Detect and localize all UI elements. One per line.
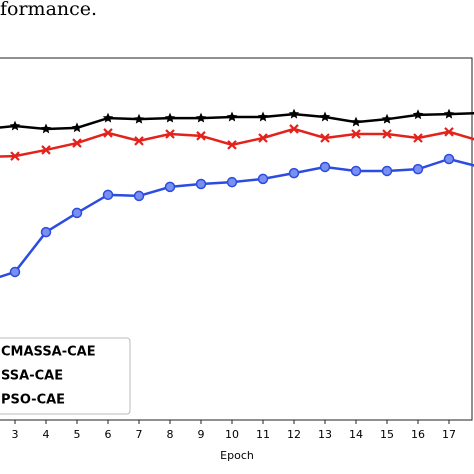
point <box>10 151 20 161</box>
point <box>103 128 113 138</box>
point <box>226 176 238 188</box>
point-stroke <box>134 136 144 146</box>
point <box>288 167 300 179</box>
point <box>195 178 207 190</box>
point <box>41 145 51 155</box>
point <box>40 226 52 238</box>
point-stroke <box>41 145 51 155</box>
point <box>164 181 176 193</box>
point-stroke <box>196 131 206 141</box>
point <box>319 111 331 122</box>
point <box>382 129 392 139</box>
x-tick-label: 10 <box>225 428 239 441</box>
series-line <box>0 157 474 279</box>
point <box>165 129 175 139</box>
x-tick-label: 4 <box>43 428 50 441</box>
x-tick-label: 16 <box>411 428 425 441</box>
point <box>443 153 455 165</box>
point <box>320 133 330 143</box>
point <box>350 165 362 177</box>
point <box>381 165 393 177</box>
point-stroke <box>289 124 299 134</box>
point <box>351 129 361 139</box>
x-tick-label: 5 <box>74 428 81 441</box>
point <box>133 190 145 202</box>
x-tick-label: 9 <box>198 428 205 441</box>
point <box>134 136 144 146</box>
point <box>195 112 207 123</box>
point-stroke <box>351 129 361 139</box>
point <box>412 163 424 175</box>
point <box>72 138 82 148</box>
point <box>102 189 114 201</box>
point <box>258 133 268 143</box>
point <box>289 124 299 134</box>
x-tick-label: 14 <box>349 428 363 441</box>
legend-label: SSA-CAE <box>1 369 63 384</box>
point <box>40 123 52 134</box>
point <box>319 161 331 173</box>
point <box>381 113 393 124</box>
point-stroke <box>227 140 237 150</box>
point <box>196 131 206 141</box>
point <box>257 111 269 122</box>
x-tick-label: 7 <box>136 428 143 441</box>
point-stroke <box>444 127 454 137</box>
x-tick-label: 6 <box>105 428 112 441</box>
point-stroke <box>320 133 330 143</box>
point <box>412 109 424 120</box>
point <box>9 120 21 131</box>
x-tick-label: 3 <box>12 428 19 441</box>
point-stroke <box>165 129 175 139</box>
point <box>413 133 423 143</box>
point <box>288 108 300 119</box>
point <box>443 108 455 119</box>
legend-box <box>0 337 131 415</box>
point <box>257 173 269 185</box>
series-line <box>0 127 474 158</box>
point <box>71 207 83 219</box>
point <box>102 112 114 123</box>
point-stroke <box>10 151 20 161</box>
x-axis-label: Epoch <box>220 449 254 462</box>
x-tick-label: 15 <box>380 428 394 441</box>
x-tick-label: 11 <box>256 428 270 441</box>
point-stroke <box>413 133 423 143</box>
point-stroke <box>72 138 82 148</box>
x-tick-label: 17 <box>442 428 456 441</box>
legend-label: CMASSA-CAE <box>1 345 96 360</box>
plot-frame <box>0 57 473 421</box>
point <box>227 140 237 150</box>
point <box>71 122 83 133</box>
point <box>350 116 362 127</box>
point-stroke <box>103 128 113 138</box>
legend-label: PSO-CAE <box>1 393 65 408</box>
point <box>444 127 454 137</box>
x-tick-label: 13 <box>318 428 332 441</box>
point <box>133 113 145 124</box>
point <box>9 266 21 278</box>
point-stroke <box>258 133 268 143</box>
x-tick-label: 12 <box>287 428 301 441</box>
x-tick-label: 8 <box>167 428 174 441</box>
caption: formance. <box>0 0 97 20</box>
point-stroke <box>382 129 392 139</box>
point <box>164 112 176 123</box>
point <box>226 111 238 122</box>
